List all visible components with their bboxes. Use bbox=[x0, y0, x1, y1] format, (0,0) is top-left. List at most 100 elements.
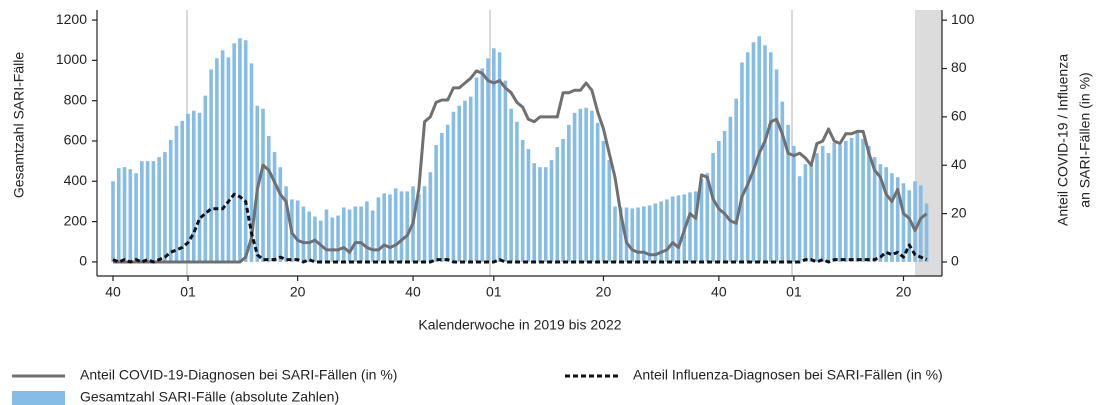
y-tick-label: 0 bbox=[79, 253, 87, 269]
legend-label: Anteil COVID-19-Diagnosen bei SARI-Fälle… bbox=[80, 367, 397, 383]
legend-swatch bbox=[12, 391, 65, 405]
bar bbox=[572, 112, 577, 262]
bar bbox=[220, 50, 225, 262]
bar bbox=[157, 157, 161, 262]
bar bbox=[890, 173, 894, 262]
bar bbox=[365, 201, 369, 262]
bar bbox=[428, 172, 433, 262]
bar bbox=[653, 203, 658, 262]
bar bbox=[515, 121, 519, 262]
bar bbox=[382, 193, 386, 262]
bar bbox=[134, 173, 138, 262]
line bbox=[112, 192, 928, 264]
bar bbox=[330, 217, 335, 262]
bar bbox=[624, 207, 629, 262]
bar bbox=[636, 207, 640, 262]
bar bbox=[693, 191, 698, 262]
bar bbox=[872, 157, 877, 262]
bar bbox=[480, 68, 485, 262]
bar bbox=[509, 108, 513, 262]
bar bbox=[209, 69, 213, 262]
y2-tick-label: 60 bbox=[951, 108, 967, 124]
bar bbox=[861, 138, 865, 262]
bar bbox=[203, 95, 208, 262]
bar bbox=[919, 185, 923, 262]
bar bbox=[647, 205, 652, 262]
bar bbox=[878, 164, 883, 262]
bar bbox=[809, 162, 813, 262]
bar bbox=[422, 186, 427, 262]
bar bbox=[849, 137, 854, 262]
y2-tick-label: 20 bbox=[951, 204, 967, 220]
bar bbox=[826, 153, 831, 262]
bar bbox=[538, 167, 542, 262]
bar bbox=[665, 199, 669, 262]
bar bbox=[238, 38, 242, 262]
bar bbox=[226, 57, 231, 262]
x-tick-label: 01 bbox=[180, 284, 196, 300]
x-axis-title: Kalenderwoche in 2019 bis 2022 bbox=[418, 317, 621, 333]
bar bbox=[463, 100, 467, 262]
bar bbox=[457, 105, 461, 262]
bar bbox=[526, 149, 531, 262]
bar bbox=[497, 52, 502, 262]
bar bbox=[728, 116, 733, 262]
y-axis-title: Gesamtzahl SARI-Fälle bbox=[11, 52, 27, 198]
bar bbox=[567, 124, 571, 262]
bar bbox=[295, 200, 300, 262]
bar bbox=[197, 112, 202, 262]
bar bbox=[445, 124, 450, 262]
bar bbox=[474, 77, 479, 262]
legend-label: Anteil Influenza-Diagnosen bei SARI-Fäll… bbox=[633, 367, 943, 383]
bar bbox=[388, 194, 392, 262]
bar bbox=[757, 36, 762, 262]
bar bbox=[734, 98, 738, 262]
bar bbox=[797, 176, 802, 262]
bar bbox=[867, 146, 871, 262]
bar bbox=[618, 207, 623, 262]
bar bbox=[353, 206, 358, 262]
bar bbox=[595, 122, 600, 262]
bar bbox=[324, 209, 329, 262]
bar bbox=[232, 43, 236, 262]
y-tick-label: 200 bbox=[64, 212, 88, 228]
bar bbox=[359, 206, 363, 262]
bar bbox=[492, 48, 496, 262]
bar bbox=[163, 152, 167, 262]
bar bbox=[417, 194, 421, 262]
bar bbox=[676, 195, 681, 262]
bar bbox=[180, 120, 185, 262]
legend-label: Gesamtzahl SARI-Fälle (absolute Zahlen) bbox=[80, 389, 339, 405]
bar bbox=[884, 167, 888, 262]
y2-tick-label: 100 bbox=[951, 11, 975, 27]
bar bbox=[688, 192, 692, 262]
bar bbox=[630, 208, 635, 262]
bar bbox=[318, 220, 323, 262]
bar bbox=[266, 135, 271, 262]
bar bbox=[486, 58, 490, 262]
bar bbox=[768, 52, 773, 262]
bar bbox=[342, 207, 346, 262]
bar bbox=[440, 132, 444, 262]
bar bbox=[370, 210, 375, 262]
plot-marks bbox=[111, 36, 929, 264]
bar bbox=[434, 145, 438, 262]
bar bbox=[215, 58, 219, 262]
y-tick-label: 800 bbox=[64, 91, 88, 107]
bar bbox=[243, 40, 248, 262]
bar bbox=[924, 203, 929, 262]
y2-tick-label: 40 bbox=[951, 156, 967, 172]
bar bbox=[301, 206, 306, 262]
bar bbox=[803, 164, 808, 262]
bar bbox=[272, 152, 277, 262]
bar bbox=[278, 167, 283, 262]
y2-axis-title: an SARI-Fällen (in %) bbox=[1077, 72, 1093, 207]
y-tick-label: 600 bbox=[64, 132, 88, 148]
bar bbox=[613, 206, 617, 262]
bar bbox=[699, 179, 704, 262]
bar bbox=[786, 124, 790, 262]
legend: Gesamtzahl SARI-Fälle (absolute Zahlen) A… bbox=[12, 367, 943, 405]
bar bbox=[763, 45, 767, 262]
bar bbox=[780, 101, 785, 262]
bar bbox=[307, 211, 311, 262]
